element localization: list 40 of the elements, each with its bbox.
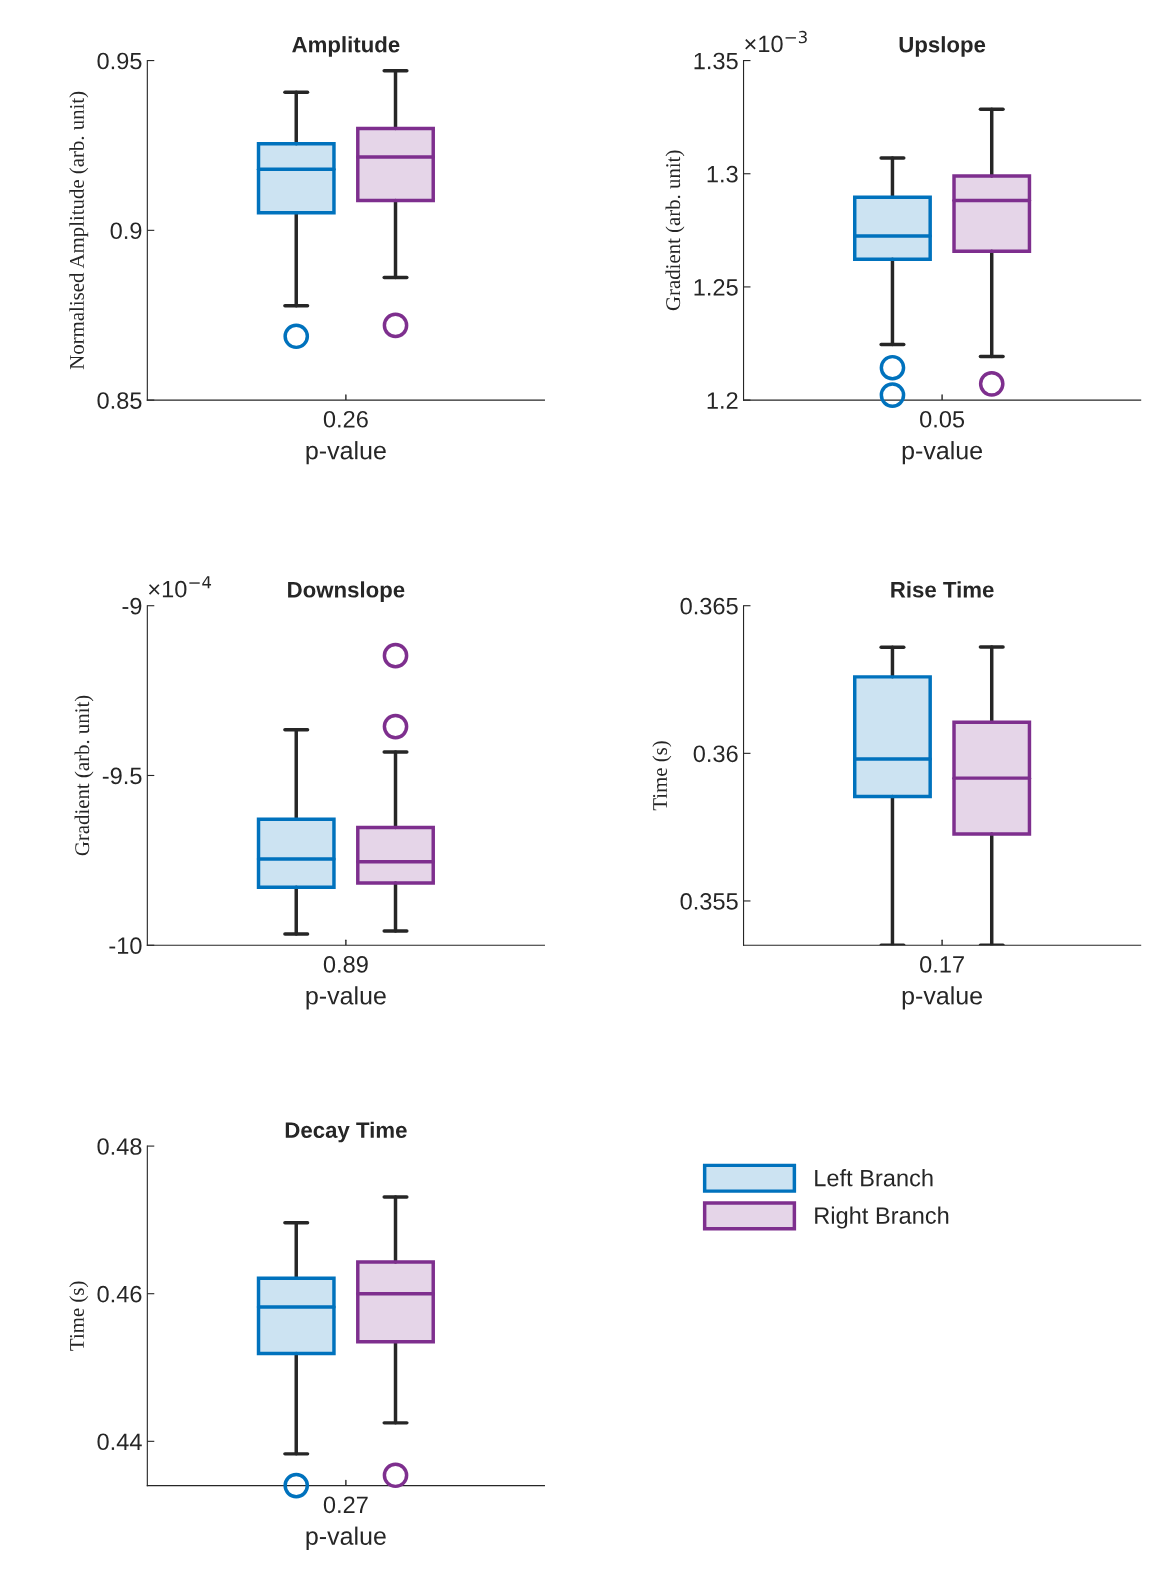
y-axis-title: Gradient (arb. unit) <box>665 150 685 311</box>
legend-label: Right Branch <box>815 1206 949 1229</box>
y-tick-label: 0.355 <box>680 893 738 910</box>
y-tick-label: 1.3 <box>707 165 738 183</box>
y-tick-label: 0.95 <box>97 52 142 70</box>
x-axis-title: p-value <box>902 441 982 465</box>
y-tick-label: 0.46 <box>97 1285 142 1303</box>
y-tick-label: 0.44 <box>97 1433 142 1451</box>
y-axis-title: Time (s) <box>69 1281 89 1351</box>
text: 0.89 <box>323 956 368 973</box>
x-axis-title: p-value <box>902 986 982 1010</box>
text: ×10$^{−4}$ <box>148 576 212 598</box>
chart-title: Decay Time <box>285 1121 407 1143</box>
text: ×10$^{−3}$ <box>745 30 807 53</box>
y-tick-label: 1.25 <box>694 278 738 296</box>
y-tick-label: 1.35 <box>694 52 738 70</box>
x-axis-title: p-value <box>306 986 386 1010</box>
y-axis-title: Time (s) <box>652 741 672 811</box>
chart-title: Amplitude <box>292 36 400 57</box>
text: 0.26 <box>323 410 368 428</box>
chart-title: Upslope <box>899 36 986 57</box>
y-tick-label: 1.2 <box>707 392 738 409</box>
y-tick-label: 0.36 <box>693 745 738 763</box>
y-tick-label: -9.5 <box>102 767 142 785</box>
y-tick-label: 0.85 <box>97 392 142 409</box>
y-tick-label: -9 <box>122 597 142 615</box>
y-axis-title: Normalised Amplitude (arb. unit) <box>69 91 89 370</box>
y-tick-label: 0.48 <box>97 1138 142 1155</box>
chart-title: Rise Time <box>891 581 994 598</box>
text: 0.05 <box>920 410 965 428</box>
y-tick-label: 0.9 <box>110 222 142 240</box>
chart-title: Downslope <box>288 581 405 602</box>
y-tick-label: -10 <box>109 937 142 955</box>
x-axis-title: p-value <box>306 1526 386 1550</box>
y-tick-label: 0.365 <box>680 597 738 615</box>
text: 0.17 <box>920 956 964 973</box>
y-axis-title: Gradient (arb. unit) <box>74 695 94 856</box>
legend-label: Left Branch <box>815 1169 933 1187</box>
x-axis-title: p-value <box>306 441 386 465</box>
text: 0.27 <box>323 1496 368 1514</box>
